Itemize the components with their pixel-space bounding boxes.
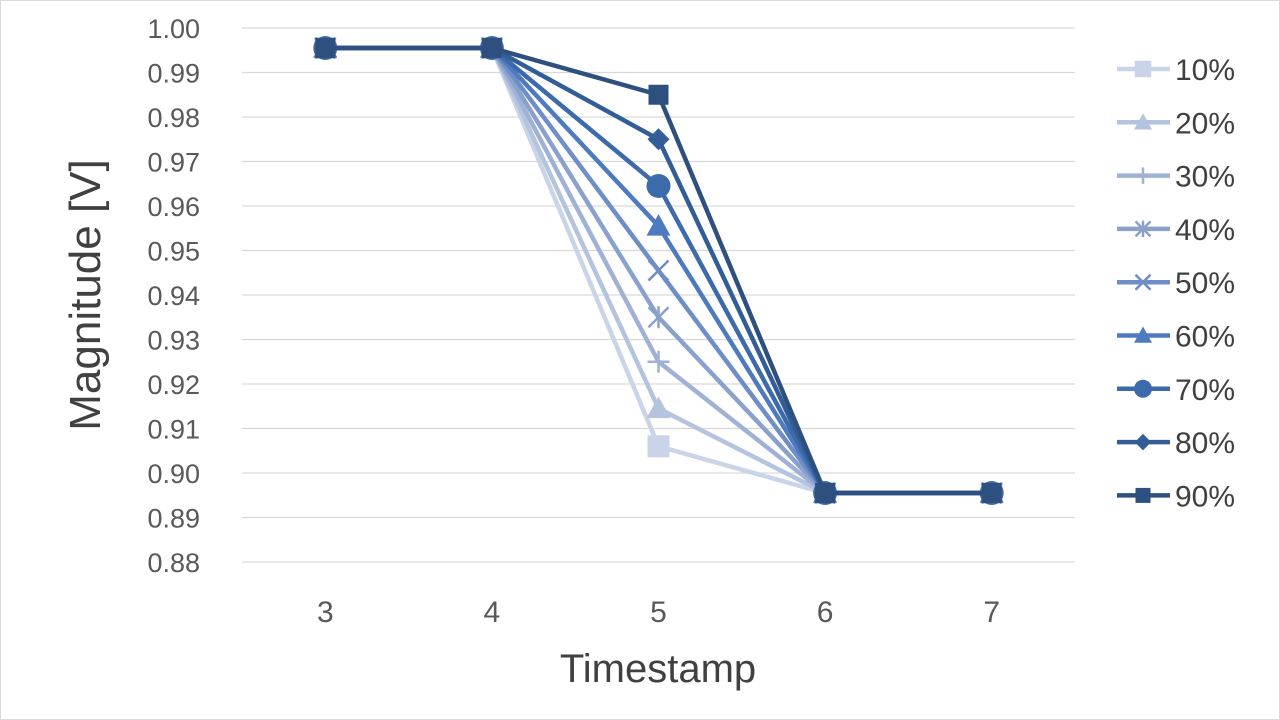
- legend-item: 80%: [1117, 427, 1235, 460]
- y-tick-label: 0.99: [147, 59, 200, 89]
- legend-marker: [1134, 326, 1152, 343]
- y-axis-ticks: 0.88 0.89 0.90 0.91 0.92 0.93 0.94 0.95 0.96 0.97…: [147, 14, 200, 578]
- data-point: [647, 350, 670, 373]
- data-point: [646, 214, 671, 236]
- y-axis-title: Magnitude [V]: [61, 159, 110, 431]
- y-tick-label: 0.89: [147, 504, 200, 534]
- legend-marker: [1135, 487, 1151, 503]
- x-axis-ticks: 3 4 5 6 7: [317, 596, 1000, 629]
- legend-label: 20%: [1175, 107, 1235, 140]
- data-point: [481, 38, 502, 59]
- y-tick-label: 0.98: [147, 103, 200, 133]
- data-point: [981, 483, 1002, 504]
- data-point: [647, 259, 670, 282]
- legend-label: 90%: [1175, 480, 1235, 513]
- series-90-pct: [315, 38, 1002, 504]
- series-50-pct: [314, 37, 1003, 504]
- data-point: [647, 128, 670, 151]
- legend-item: 60%: [1117, 321, 1235, 354]
- data-point: [647, 435, 670, 458]
- x-tick-label: 4: [484, 596, 501, 629]
- y-tick-label: 0.96: [147, 192, 200, 222]
- legend-label: 70%: [1175, 374, 1235, 407]
- legend-marker: [1134, 113, 1152, 130]
- series-group: [313, 36, 1004, 506]
- legend-item: 50%: [1117, 267, 1235, 300]
- legend-label: 10%: [1175, 54, 1235, 87]
- data-point: [815, 483, 836, 504]
- legend-marker: [1134, 273, 1152, 291]
- legend-label: 50%: [1175, 267, 1235, 300]
- y-tick-label: 0.91: [147, 415, 200, 445]
- data-point: [646, 396, 671, 419]
- y-tick-label: 0.93: [147, 326, 200, 356]
- y-tick-label: 0.97: [147, 148, 200, 178]
- y-tick-label: 0.88: [147, 548, 200, 578]
- y-tick-label: 0.94: [147, 281, 200, 311]
- legend-item: 40%: [1117, 214, 1235, 247]
- legend-marker: [1134, 60, 1152, 78]
- legend-label: 30%: [1175, 161, 1235, 194]
- legend-label: 40%: [1175, 214, 1235, 247]
- gridlines: [242, 27, 1075, 563]
- legend-item: 30%: [1117, 161, 1235, 194]
- legend-item: 90%: [1117, 480, 1235, 513]
- y-tick-label: 1.00: [147, 14, 200, 44]
- data-point: [646, 173, 671, 198]
- data-point: [648, 84, 669, 105]
- x-tick-label: 5: [650, 596, 667, 629]
- legend-label: 80%: [1175, 427, 1235, 460]
- y-tick-label: 0.92: [147, 370, 200, 400]
- legend-marker: [1134, 167, 1152, 184]
- x-tick-label: 7: [983, 596, 1000, 629]
- legend-label: 60%: [1175, 321, 1235, 354]
- data-point: [315, 38, 336, 59]
- y-tick-label: 0.90: [147, 459, 200, 489]
- y-tick-label: 0.95: [147, 237, 200, 267]
- legend-item: 10%: [1117, 54, 1235, 87]
- legend-marker: [1134, 433, 1152, 451]
- legend: 10% 20% 30% 40% 50% 60% 70% 80% 90%: [1117, 54, 1235, 513]
- legend-item: 20%: [1117, 107, 1235, 140]
- data-point: [647, 306, 670, 329]
- x-axis-title: Timestamp: [560, 647, 756, 691]
- legend-marker: [1134, 220, 1152, 238]
- x-tick-label: 3: [317, 596, 334, 629]
- legend-marker: [1134, 379, 1152, 398]
- legend-item: 70%: [1117, 374, 1235, 407]
- x-tick-label: 6: [817, 596, 834, 629]
